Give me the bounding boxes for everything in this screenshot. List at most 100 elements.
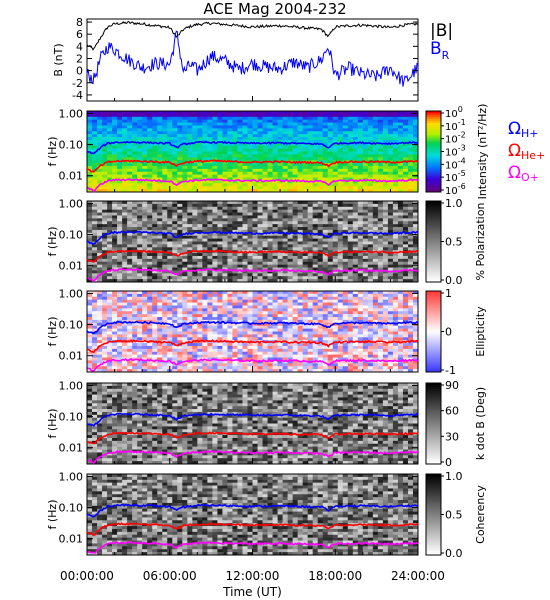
spectrogram-cell <box>182 189 188 193</box>
spectrogram-cell <box>402 180 409 184</box>
spectrogram-cell <box>212 253 218 257</box>
spectrogram-cell <box>132 325 138 329</box>
spectrogram-cell <box>282 145 288 149</box>
spectrogram-cell <box>332 255 339 260</box>
spectrogram-cell <box>142 111 148 115</box>
spectrogram-cell <box>192 145 198 149</box>
spectrogram-cell <box>262 232 268 237</box>
spectrogram-cell <box>117 299 123 303</box>
spectrogram-cell <box>247 328 253 332</box>
spectrogram-cell <box>267 137 273 141</box>
spectrogram-cell <box>87 154 93 158</box>
spectrogram-cell <box>247 270 253 274</box>
spectrogram-cell <box>412 241 419 245</box>
spectrogram-cell <box>372 247 379 251</box>
gyro-line-h-plus <box>86 140 419 155</box>
spectrogram-cell <box>372 302 379 306</box>
spectrogram-cell <box>217 227 223 231</box>
spectrogram-cell <box>327 151 334 155</box>
spectrogram-cell <box>127 119 133 123</box>
spectrogram-cell <box>302 273 308 277</box>
spectrogram-cell <box>392 128 399 132</box>
spectrogram-cell <box>282 317 288 321</box>
spectrogram-cell <box>132 116 138 120</box>
spectrogram-cell <box>117 235 123 239</box>
spectrogram-cell <box>122 255 128 260</box>
spectrogram-cell <box>232 212 238 216</box>
spectrogram-cell <box>292 255 298 260</box>
spectrogram-cell <box>262 279 268 283</box>
spectrogram-cell <box>252 168 258 173</box>
spectrogram-cell <box>282 189 288 193</box>
spectrogram-cell <box>282 264 288 268</box>
spectrogram-cell <box>302 111 308 115</box>
spectrogram-cell <box>97 291 103 295</box>
spectrogram-cell <box>127 212 133 216</box>
spectrogram-cell <box>87 314 93 318</box>
spectrogram-cell <box>397 128 404 132</box>
spectrogram-cell <box>122 116 128 120</box>
spectrogram-cell <box>107 209 113 213</box>
spectrogram-cell <box>257 134 263 138</box>
spectrogram-cell <box>112 218 118 222</box>
spectrogram-cell <box>407 131 414 135</box>
spectrogram-cell <box>167 116 173 120</box>
spectrogram-cell <box>307 227 313 231</box>
spectrogram-cell <box>352 203 359 208</box>
spectrogram-cell <box>102 302 108 306</box>
spectrogram-cell <box>177 244 183 248</box>
spectrogram-cell <box>267 157 273 161</box>
spectrogram-cell <box>247 119 253 123</box>
spectrogram-cell <box>412 168 419 173</box>
spectrogram-cell <box>397 238 404 242</box>
spectrogram-cell <box>402 168 409 173</box>
spectrogram-cell <box>212 273 218 277</box>
y-tick-label: -4 <box>72 89 83 102</box>
spectrogram-cell <box>332 145 339 149</box>
spectrogram-cell <box>157 241 163 245</box>
spectrogram-cell <box>302 168 308 173</box>
spectrogram-cell <box>87 116 93 120</box>
spectrogram-cell <box>332 267 339 271</box>
spectrogram-cell <box>247 151 253 155</box>
spectrogram-cell <box>277 308 283 312</box>
spectrogram-cell <box>322 201 329 205</box>
spectrogram-cell <box>157 168 163 173</box>
spectrogram-cell <box>412 116 419 120</box>
spectrogram-cell <box>282 151 288 155</box>
spectrogram-cell <box>362 276 369 280</box>
spectrogram-cell <box>237 218 243 222</box>
spectrogram-cell <box>262 224 268 228</box>
spectrogram-cell <box>147 261 153 265</box>
spectrogram-cell <box>242 328 248 332</box>
spectrogram-cell <box>337 189 344 193</box>
spectrogram-cell <box>132 203 138 208</box>
spectrogram-cell <box>147 165 153 170</box>
colorbar-swatch <box>426 217 441 220</box>
spectrogram-cell <box>272 317 278 321</box>
spectrogram-cell <box>247 305 253 309</box>
spectrogram-cell <box>377 331 384 335</box>
spectrogram-cell <box>152 235 158 239</box>
spectrogram-cell <box>152 325 158 329</box>
spectrogram-cell <box>332 314 339 318</box>
spectrogram-cell <box>392 235 399 239</box>
spectrogram-cell <box>212 160 218 164</box>
spectrogram-cell <box>147 186 153 190</box>
spectrogram-cell <box>242 171 248 175</box>
spectrogram-cell <box>127 221 133 225</box>
spectrogram-cell <box>267 125 273 129</box>
spectrogram-cell <box>107 203 113 208</box>
spectrogram-cell <box>302 305 308 309</box>
spectrogram-cell <box>202 113 208 118</box>
spectrogram-cell <box>147 148 153 152</box>
spectrogram-cell <box>167 218 173 222</box>
spectrogram-cell <box>242 203 248 208</box>
spectrogram-cell <box>282 331 288 335</box>
spectrogram-cell <box>372 267 379 271</box>
spectrogram-cell <box>262 128 268 132</box>
gyro-line-he-plus <box>86 249 419 263</box>
spectrogram-cell <box>112 154 118 158</box>
spectrogram-cell <box>197 305 203 309</box>
spectrogram-cell <box>372 165 379 170</box>
